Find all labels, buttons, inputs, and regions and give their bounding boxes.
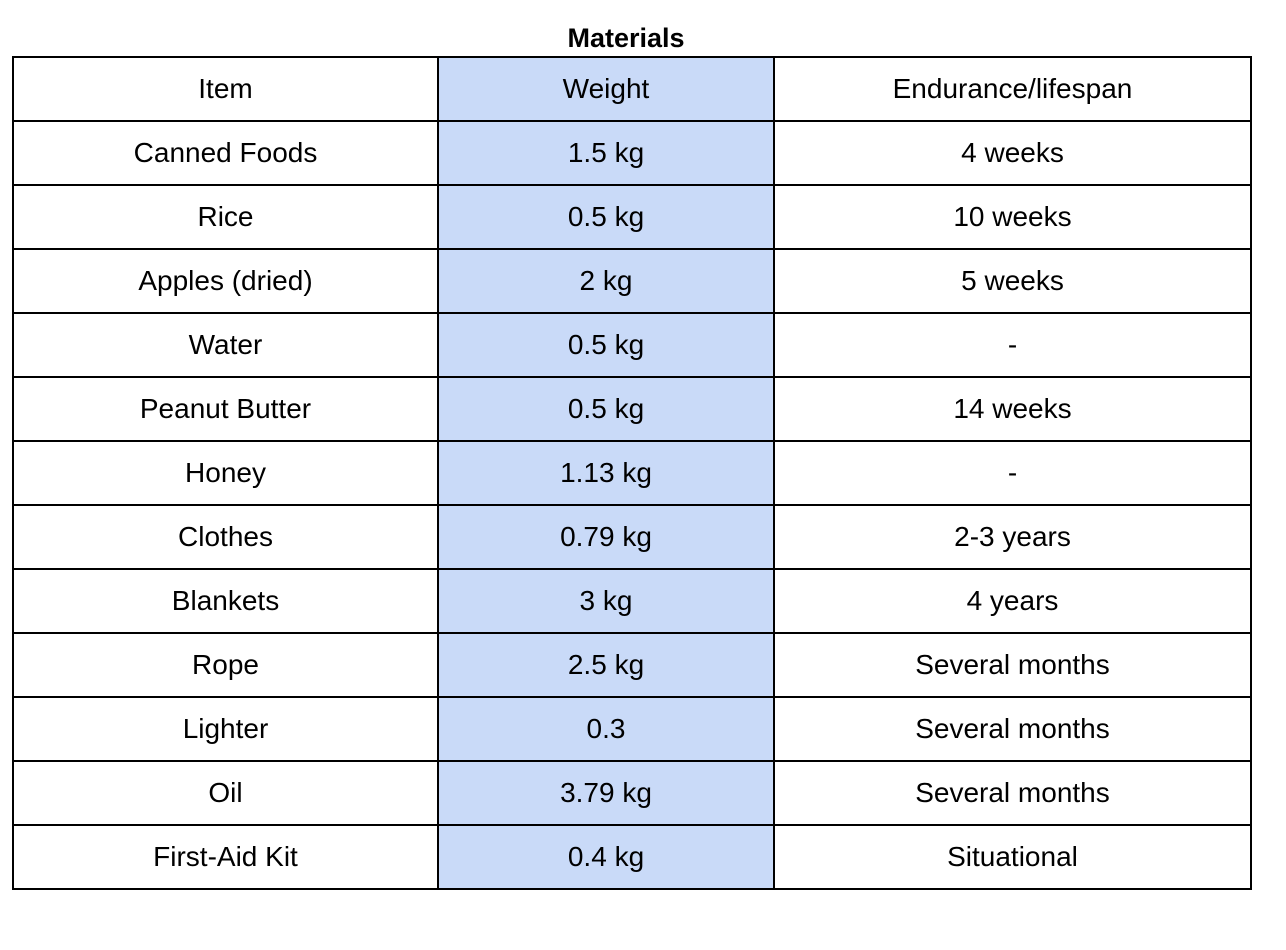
header-weight: Weight <box>437 56 775 122</box>
cell-weight: 2 kg <box>437 248 775 314</box>
materials-table: Item Weight Endurance/lifespan Canned Fo… <box>12 56 1252 890</box>
header-row: Item Weight Endurance/lifespan <box>12 56 1252 122</box>
cell-item: Apples (dried) <box>12 248 439 314</box>
table-row: Oil 3.79 kg Several months <box>12 760 1252 826</box>
cell-item: Peanut Butter <box>12 376 439 442</box>
cell-weight: 0.5 kg <box>437 184 775 250</box>
table-title: Materials <box>567 23 685 53</box>
table-row: Lighter 0.3 Several months <box>12 696 1252 762</box>
table-row: Honey 1.13 kg - <box>12 440 1252 506</box>
cell-item: Water <box>12 312 439 378</box>
cell-endurance: 14 weeks <box>773 376 1252 442</box>
cell-weight: 0.79 kg <box>437 504 775 570</box>
table-row: Water 0.5 kg - <box>12 312 1252 378</box>
table-row: Clothes 0.79 kg 2-3 years <box>12 504 1252 570</box>
table-row: Apples (dried) 2 kg 5 weeks <box>12 248 1252 314</box>
table-row: Peanut Butter 0.5 kg 14 weeks <box>12 376 1252 442</box>
cell-endurance: - <box>773 440 1252 506</box>
cell-item: Honey <box>12 440 439 506</box>
header-item: Item <box>12 56 439 122</box>
cell-weight: 2.5 kg <box>437 632 775 698</box>
table-row: Canned Foods 1.5 kg 4 weeks <box>12 120 1252 186</box>
cell-endurance: Situational <box>773 824 1252 890</box>
cell-weight: 0.5 kg <box>437 376 775 442</box>
cell-endurance: Several months <box>773 696 1252 762</box>
table-row: First-Aid Kit 0.4 kg Situational <box>12 824 1252 890</box>
header-endurance: Endurance/lifespan <box>773 56 1252 122</box>
table-row: Blankets 3 kg 4 years <box>12 568 1252 634</box>
cell-endurance: - <box>773 312 1252 378</box>
cell-item: Rice <box>12 184 439 250</box>
cell-item: Clothes <box>12 504 439 570</box>
cell-weight: 0.3 <box>437 696 775 762</box>
cell-endurance: 2-3 years <box>773 504 1252 570</box>
cell-endurance: Several months <box>773 760 1252 826</box>
cell-weight: 0.4 kg <box>437 824 775 890</box>
cell-endurance: Several months <box>773 632 1252 698</box>
cell-endurance: 4 weeks <box>773 120 1252 186</box>
cell-weight: 3.79 kg <box>437 760 775 826</box>
cell-endurance: 5 weeks <box>773 248 1252 314</box>
table-row: Rice 0.5 kg 10 weeks <box>12 184 1252 250</box>
cell-item: First-Aid Kit <box>12 824 439 890</box>
cell-item: Rope <box>12 632 439 698</box>
cell-endurance: 10 weeks <box>773 184 1252 250</box>
cell-weight: 3 kg <box>437 568 775 634</box>
cell-item: Blankets <box>12 568 439 634</box>
cell-weight: 1.13 kg <box>437 440 775 506</box>
cell-endurance: 4 years <box>773 568 1252 634</box>
cell-item: Lighter <box>12 696 439 762</box>
cell-weight: 0.5 kg <box>437 312 775 378</box>
cell-weight: 1.5 kg <box>437 120 775 186</box>
cell-item: Canned Foods <box>12 120 439 186</box>
cell-item: Oil <box>12 760 439 826</box>
table-row: Rope 2.5 kg Several months <box>12 632 1252 698</box>
